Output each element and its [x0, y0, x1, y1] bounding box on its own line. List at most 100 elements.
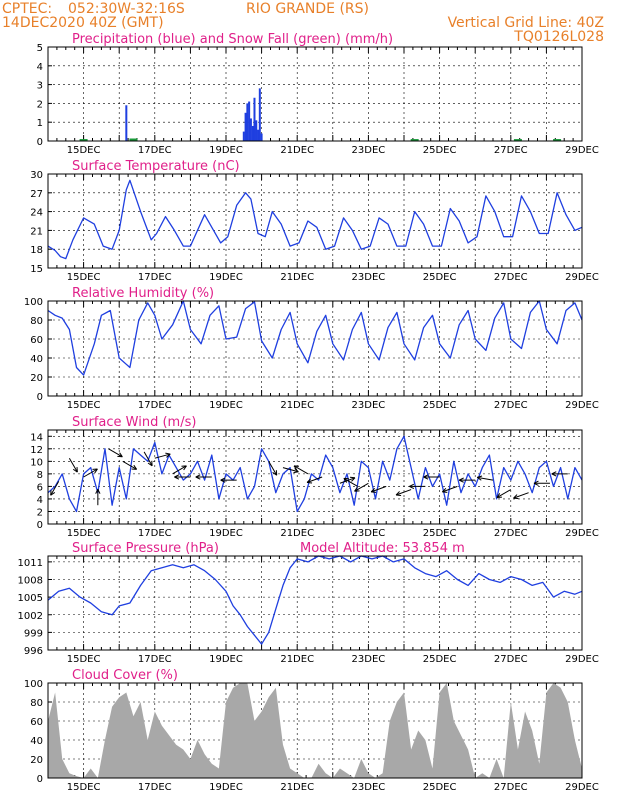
x-tick-label: 23DEC: [352, 528, 386, 539]
humidity-panel: Relative Humidity (%) 0 20 40 60 80 100 15DEC 17…: [24, 286, 599, 411]
x-tick-label: 23DEC: [352, 654, 386, 665]
y-tick-label: 3: [37, 81, 43, 92]
header-source: CPTEC:: [2, 1, 52, 17]
wind-arrow: [50, 481, 60, 496]
y-tick-label: 20: [30, 755, 43, 766]
temperature-line: [47, 179, 583, 260]
x-tick-label: 29DEC: [565, 654, 599, 665]
wind-arrow: [83, 468, 98, 478]
x-tick-label: 21DEC: [280, 528, 314, 539]
x-tick-label: 19DEC: [209, 528, 243, 539]
precip-bar: [260, 133, 263, 141]
cloud-title: Cloud Cover (%): [72, 668, 178, 683]
x-tick-label: 23DEC: [352, 145, 386, 156]
pressure-title: Surface Pressure (hPa): [72, 541, 219, 556]
y-tick-label: 14: [30, 432, 43, 443]
y-tick-label: 18: [30, 245, 43, 256]
x-tick-label: 29DEC: [565, 782, 599, 793]
x-tick-label: 21DEC: [280, 272, 314, 283]
y-tick-label: 1: [37, 118, 43, 129]
wind-line: [47, 435, 583, 513]
x-tick-label: 27DEC: [494, 654, 528, 665]
snow-bar: [553, 139, 562, 141]
header-coordinates: 052:30W-32:16S: [68, 1, 185, 17]
temperature-panel: Surface Temperature (nC) 15 18 21 24 27 30 15DE…: [30, 159, 599, 283]
y-tick-label: 5: [37, 43, 43, 54]
pressure-frame: [47, 555, 583, 651]
wind-arrow: [533, 480, 550, 486]
x-tick-label: 27DEC: [494, 272, 528, 283]
header-init-date: 14DEC2020 40Z (GMT): [2, 15, 164, 31]
y-tick-label: 40: [30, 354, 43, 365]
x-tick-label: 17DEC: [138, 400, 172, 411]
wind-arrow: [370, 485, 387, 493]
wind-arrow: [268, 461, 278, 476]
wind-arrow: [172, 465, 187, 475]
precip-bar: [255, 120, 258, 141]
precip-bar: [258, 88, 261, 141]
x-tick-label: 17DEC: [138, 528, 172, 539]
snow-bar: [410, 139, 419, 141]
wind-arrow: [513, 492, 529, 500]
x-tick-label: 25DEC: [423, 145, 457, 156]
wind-arrow: [174, 474, 191, 480]
pressure-annotation: Model Altitude: 53.854 m: [300, 541, 465, 556]
x-tick-label: 15DEC: [67, 782, 101, 793]
snow-bar: [513, 139, 522, 141]
x-tick-label: 23DEC: [352, 272, 386, 283]
y-tick-label: 27: [30, 189, 43, 200]
x-tick-label: 29DEC: [565, 528, 599, 539]
y-tick-label: 0: [37, 392, 43, 403]
y-tick-label: 999: [24, 628, 43, 639]
wind-arrow: [476, 475, 494, 481]
humidity-line: [47, 300, 583, 376]
x-tick-label: 17DEC: [138, 654, 172, 665]
cloud-frame: [47, 682, 583, 779]
wind-arrow: [108, 448, 123, 458]
x-tick-label: 25DEC: [423, 400, 457, 411]
x-tick-label: 27DEC: [494, 400, 528, 411]
y-tick-label: 6: [37, 482, 43, 493]
wind-arrow: [306, 476, 323, 484]
y-tick-label: 1005: [18, 593, 43, 604]
wind-arrow: [154, 452, 171, 459]
precip-frame: [47, 46, 583, 142]
y-tick-label: 40: [30, 736, 43, 747]
wind-arrow: [458, 477, 476, 483]
y-tick-label: 1002: [18, 611, 43, 622]
x-tick-label: 27DEC: [494, 782, 528, 793]
x-tick-label: 21DEC: [280, 400, 314, 411]
x-tick-label: 19DEC: [209, 782, 243, 793]
y-tick-label: 80: [30, 698, 43, 709]
x-tick-label: 29DEC: [565, 145, 599, 156]
wind-arrow: [143, 451, 153, 467]
y-tick-label: 4: [37, 62, 43, 73]
y-tick-label: 30: [30, 170, 43, 181]
wind-arrow: [95, 488, 101, 506]
precip-bar: [242, 131, 245, 141]
wind-arrow: [395, 489, 412, 497]
x-tick-label: 27DEC: [494, 145, 528, 156]
x-tick-label: 17DEC: [138, 782, 172, 793]
x-tick-label: 23DEC: [352, 400, 386, 411]
wind-arrow: [409, 483, 426, 490]
y-tick-label: 4: [37, 495, 43, 506]
y-tick-label: 80: [30, 316, 43, 327]
x-tick-label: 17DEC: [138, 272, 172, 283]
x-tick-label: 29DEC: [565, 400, 599, 411]
y-tick-label: 24: [30, 208, 43, 219]
x-tick-label: 27DEC: [494, 528, 528, 539]
x-tick-label: 21DEC: [280, 782, 314, 793]
precip-bar: [251, 125, 254, 141]
x-tick-label: 15DEC: [67, 528, 101, 539]
precip-bar: [246, 103, 249, 141]
wind-frame: [47, 429, 583, 525]
y-tick-label: 12: [30, 445, 43, 456]
precip-bar: [249, 118, 252, 141]
precip-bar: [248, 101, 251, 141]
wind-arrow: [354, 482, 369, 492]
y-tick-label: 20: [30, 373, 43, 384]
header-location: RIO GRANDE (RS): [246, 1, 369, 17]
y-tick-label: 0: [37, 520, 43, 531]
